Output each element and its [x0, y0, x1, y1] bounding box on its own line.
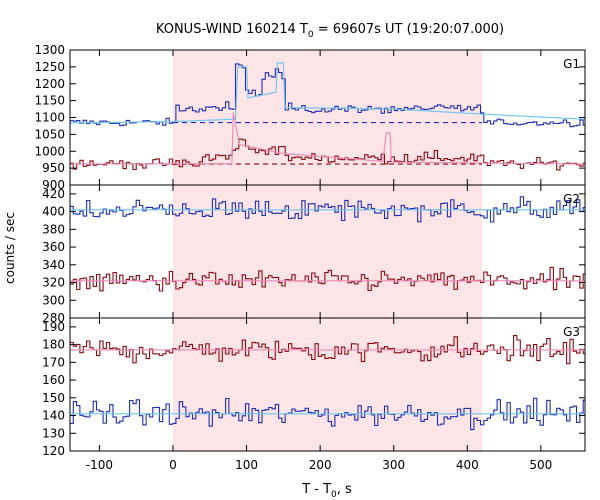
x-tick-label: 500	[529, 458, 552, 472]
y-tick-label: 1100	[34, 111, 65, 125]
y-tick-label: 300	[42, 293, 65, 307]
panel-frame	[69, 317, 586, 452]
y-tick-label: 900	[42, 178, 65, 192]
y-tick-label: 150	[42, 391, 65, 405]
y-tick-label: 1150	[34, 94, 65, 108]
y-tick-label: 1200	[34, 77, 65, 91]
y-tick-label: 190	[42, 320, 65, 334]
chart-title: KONUS-WIND 160214 T0 = 69607s UT (19:20:…	[156, 22, 504, 40]
y-tick-label: 130	[42, 426, 65, 440]
panel-label: G1	[563, 57, 580, 71]
fit-line	[69, 112, 586, 165]
y-tick-label: 400	[42, 205, 65, 219]
y-tick-label: 950	[42, 161, 65, 175]
count-series	[70, 63, 585, 128]
count-series	[70, 138, 585, 171]
y-tick-label: 1300	[34, 43, 65, 57]
count-series	[70, 397, 585, 431]
count-series	[70, 266, 585, 292]
y-tick-label: 1050	[34, 127, 65, 141]
fit-line	[69, 62, 586, 124]
y-tick-label: 170	[42, 355, 65, 369]
x-tick-label: 0	[169, 458, 177, 472]
panel-g2: 280 300 320 340 360 380 400 420 G2	[42, 184, 586, 325]
x-axis-label: T - T0, s	[301, 482, 352, 500]
y-tick-label: 360	[42, 240, 65, 254]
x-tick-label: 100	[235, 458, 258, 472]
panel-g3: 120 130 140 150 160 170 180 190 G3	[42, 317, 586, 458]
y-tick-label: 1250	[34, 60, 65, 74]
y-tick-label: 380	[42, 222, 65, 236]
y-tick-label: 160	[42, 373, 65, 387]
shaded-interval	[173, 50, 482, 451]
y-tick-label: 420	[42, 187, 65, 201]
panel-g1: 900 950 1000 1050 1100 1150 1200 1250 1300 G1	[34, 43, 586, 192]
y-tick-label: 340	[42, 258, 65, 272]
count-series	[70, 196, 585, 223]
x-tick-label: 200	[309, 458, 332, 472]
panel-label: G2	[563, 192, 580, 206]
y-tick-label: 180	[42, 338, 65, 352]
y-tick-label: 280	[42, 311, 65, 325]
y-tick-label: 140	[42, 409, 65, 423]
count-series	[70, 335, 585, 365]
x-tick-label: -100	[86, 458, 113, 472]
y-axis-label: counts / sec	[3, 212, 17, 284]
y-tick-label: 120	[42, 444, 65, 458]
x-tick-label: 400	[456, 458, 479, 472]
y-tick-label: 320	[42, 276, 65, 290]
panel-label: G3	[563, 325, 580, 339]
x-tick-label: 300	[382, 458, 405, 472]
y-tick-label: 1000	[34, 144, 65, 158]
